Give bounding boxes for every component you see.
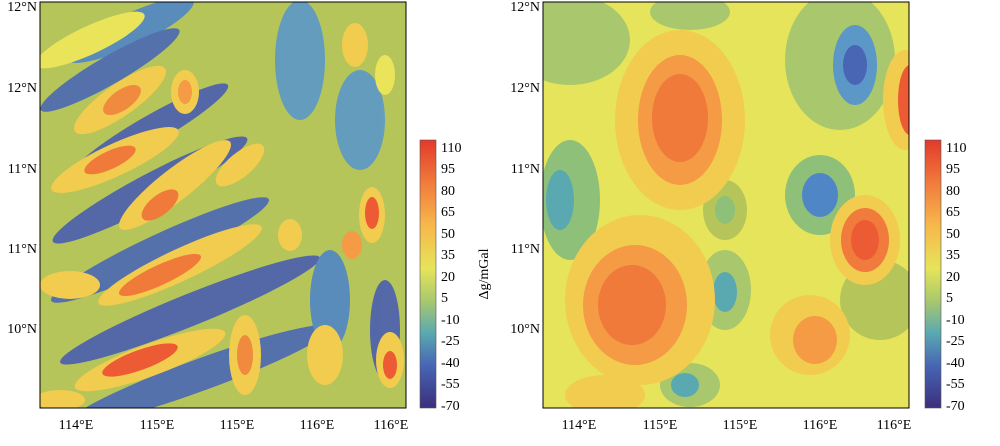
left-lon-label: 116°E [300,418,335,433]
left-colorbar-title: Δg/mGal [477,248,492,299]
left-lat-label: 12°N [7,0,37,15]
left-colorbar-tick: 50 [441,227,455,242]
right-map-frame [542,1,910,409]
right-colorbar-tick: 5 [946,291,953,306]
left-map-frame [39,1,407,409]
right-colorbar-tick: -40 [946,356,965,371]
right-lon-label: 114°E [562,418,597,433]
left-colorbar-tick: 95 [441,162,455,177]
right-lon-label: 115°E [643,418,678,433]
left-colorbar-ramp [419,139,437,409]
left-colorbar-tick: 5 [441,291,448,306]
left-lat-label: 11°N [8,162,37,177]
right-lat-axis: 12°N 12°N 11°N 11°N 10°N [510,0,540,337]
right-lat-label: 12°N [510,0,540,15]
right-colorbar-tick: -10 [946,313,965,328]
left-colorbar: 110 95 80 65 50 35 20 5 -10 -25 -40 -55 … [419,139,492,414]
left-colorbar-tick: 35 [441,248,455,263]
right-colorbar-tick: 95 [946,162,960,177]
left-map-panel: 12°N 12°N 11°N 11°N 10°N 114°E 115°E 115… [7,0,409,433]
left-lon-label: 115°E [140,418,175,433]
right-colorbar: 110 95 80 65 50 35 20 5 -10 -25 -40 -55 … [924,139,966,414]
left-colorbar-tick: -70 [441,399,460,414]
right-colorbar-tick: -25 [946,334,965,349]
left-colorbar-tick: -25 [441,334,460,349]
right-colorbar-tick: 50 [946,227,960,242]
right-map-panel: 12°N 12°N 11°N 11°N 10°N 114°E 115°E 115… [510,0,912,433]
right-colorbar-tick: 35 [946,248,960,263]
right-colorbar-ramp [924,139,942,409]
right-colorbar-tick: -55 [946,377,965,392]
left-lat-label: 11°N [8,242,37,257]
left-lat-label: 12°N [7,81,37,96]
right-colorbar-tick: -70 [946,399,965,414]
left-lon-label: 114°E [59,418,94,433]
right-colorbar-tick: 80 [946,184,960,199]
left-lon-label: 115°E [220,418,255,433]
left-colorbar-tick: -55 [441,377,460,392]
left-lat-axis: 12°N 12°N 11°N 11°N 10°N [7,0,37,337]
right-lon-label: 115°E [723,418,758,433]
left-colorbar-tick: -10 [441,313,460,328]
right-lon-label: 116°E [877,418,912,433]
right-lon-label: 116°E [803,418,838,433]
left-colorbar-tick: 65 [441,205,455,220]
left-lat-label: 10°N [7,322,37,337]
left-colorbar-tick: 80 [441,184,455,199]
right-colorbar-tick: 20 [946,270,960,285]
right-colorbar-tick: 65 [946,205,960,220]
right-lat-label: 12°N [510,81,540,96]
right-lat-label: 11°N [511,162,540,177]
right-gravity-field [543,2,909,408]
right-lat-label: 11°N [511,242,540,257]
right-lat-label: 10°N [510,322,540,337]
left-lon-axis: 114°E 115°E 115°E 116°E 116°E [59,418,409,433]
right-colorbar-tick: 110 [946,141,966,156]
left-colorbar-tick: 20 [441,270,455,285]
left-lon-label: 116°E [374,418,409,433]
left-colorbar-tick: -40 [441,356,460,371]
left-colorbar-tick: 110 [441,141,461,156]
left-gravity-field [40,2,406,408]
right-lon-axis: 114°E 115°E 115°E 116°E 116°E [562,418,912,433]
